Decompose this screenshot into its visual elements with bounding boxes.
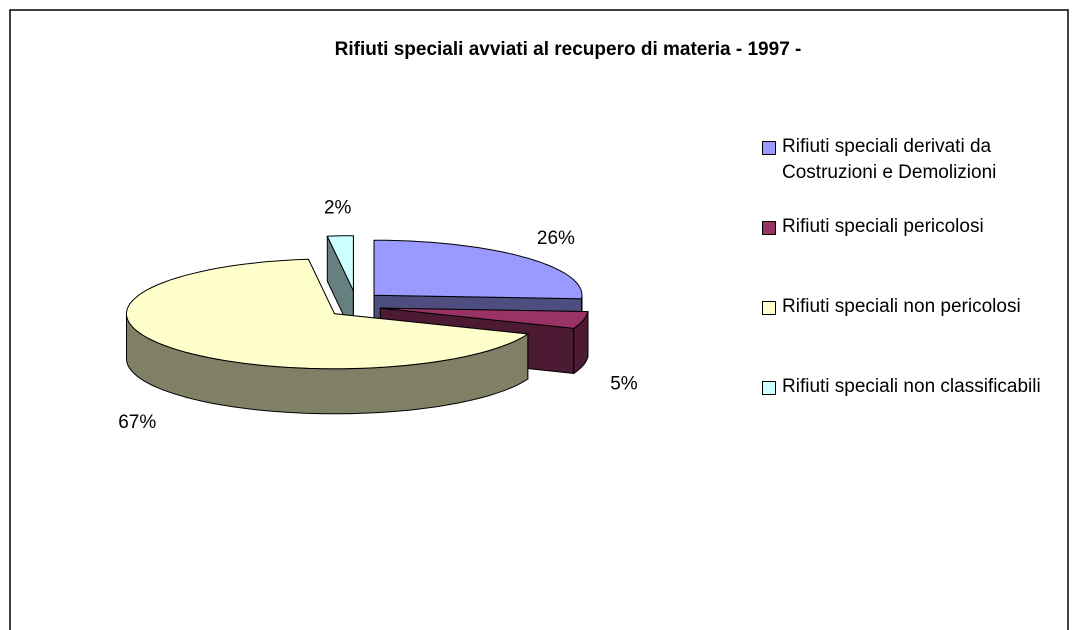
slice-top bbox=[126, 258, 530, 370]
legend-item: Rifiuti speciali non pericolosi bbox=[762, 294, 1062, 374]
chart-title: Rifiuti speciali avviati al recupero di … bbox=[335, 39, 802, 60]
legend-label: Rifiuti speciali derivati da Costruzioni… bbox=[782, 136, 997, 183]
slice-top bbox=[373, 239, 583, 300]
slice-top bbox=[380, 307, 589, 329]
slice-top bbox=[326, 235, 354, 291]
legend-label: Rifiuti speciali non classificabili bbox=[782, 376, 1041, 397]
data-label: 26% bbox=[537, 228, 575, 249]
slice bbox=[126, 258, 530, 415]
data-label: 5% bbox=[610, 374, 638, 395]
legend-item: Rifiuti speciali non classificabili bbox=[762, 374, 1062, 454]
legend-label: Rifiuti speciali pericolosi bbox=[782, 216, 984, 237]
data-label: 2% bbox=[324, 197, 352, 218]
legend-swatch bbox=[762, 221, 776, 235]
legend: Rifiuti speciali derivati da Costruzioni… bbox=[762, 134, 1062, 454]
legend-item: Rifiuti speciali derivati da Costruzioni… bbox=[762, 134, 1062, 214]
data-label: 67% bbox=[118, 412, 156, 433]
legend-label: Rifiuti speciali non pericolosi bbox=[782, 296, 1021, 317]
legend-swatch bbox=[762, 141, 776, 155]
legend-item: Rifiuti speciali pericolosi bbox=[762, 214, 1062, 294]
legend-swatch bbox=[762, 381, 776, 395]
legend-swatch bbox=[762, 301, 776, 315]
